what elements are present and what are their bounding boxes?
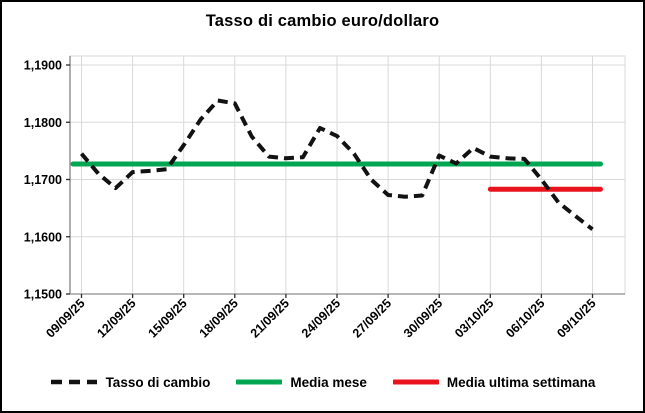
svg-text:09/09/25: 09/09/25: [43, 296, 87, 340]
green-line-icon: [236, 379, 283, 385]
tasso-di-cambio-line: [79, 98, 594, 231]
y-tick-labels: 1,1900 1,1800 1,1700 1,1600 1,1500: [24, 59, 62, 302]
svg-text:06/10/25: 06/10/25: [503, 296, 547, 340]
legend-item-media-mese: Media mese: [236, 375, 367, 390]
dashed-line-icon: [50, 379, 97, 385]
red-line-icon: [392, 379, 439, 385]
legend-item-tasso: Tasso di cambio: [50, 374, 211, 390]
legend-label-media-settimana: Media ultima settimana: [446, 374, 596, 390]
svg-text:30/09/25: 30/09/25: [401, 296, 445, 340]
chart-title: Tasso di cambio euro/dollaro: [205, 12, 440, 30]
legend-label-tasso: Tasso di cambio: [105, 374, 211, 390]
svg-text:1,1900: 1,1900: [24, 59, 62, 73]
svg-text:09/10/25: 09/10/25: [554, 296, 598, 340]
svg-text:21/09/25: 21/09/25: [248, 296, 292, 340]
svg-text:1,1800: 1,1800: [24, 116, 62, 130]
svg-text:18/09/25: 18/09/25: [197, 296, 241, 340]
gridlines: [70, 56, 625, 295]
svg-text:27/09/25: 27/09/25: [350, 296, 394, 340]
tick-marks: [66, 64, 594, 298]
legend-item-media-settimana: Media ultima settimana: [392, 374, 596, 390]
legend-label-media-mese: Media mese: [290, 374, 367, 390]
svg-text:03/10/25: 03/10/25: [452, 296, 496, 340]
svg-text:12/09/25: 12/09/25: [94, 296, 138, 340]
chart-legend: Tasso di cambio Media mese Media ultima …: [2, 359, 643, 405]
svg-text:1,1600: 1,1600: [24, 230, 62, 244]
svg-text:24/09/25: 24/09/25: [299, 296, 343, 340]
svg-text:1,1500: 1,1500: [24, 288, 62, 302]
svg-text:1,1700: 1,1700: [24, 173, 62, 187]
svg-text:15/09/25: 15/09/25: [146, 296, 190, 340]
x-tick-labels: 09/09/25 12/09/25 15/09/25 18/09/25 21/09/25…: [43, 296, 598, 340]
